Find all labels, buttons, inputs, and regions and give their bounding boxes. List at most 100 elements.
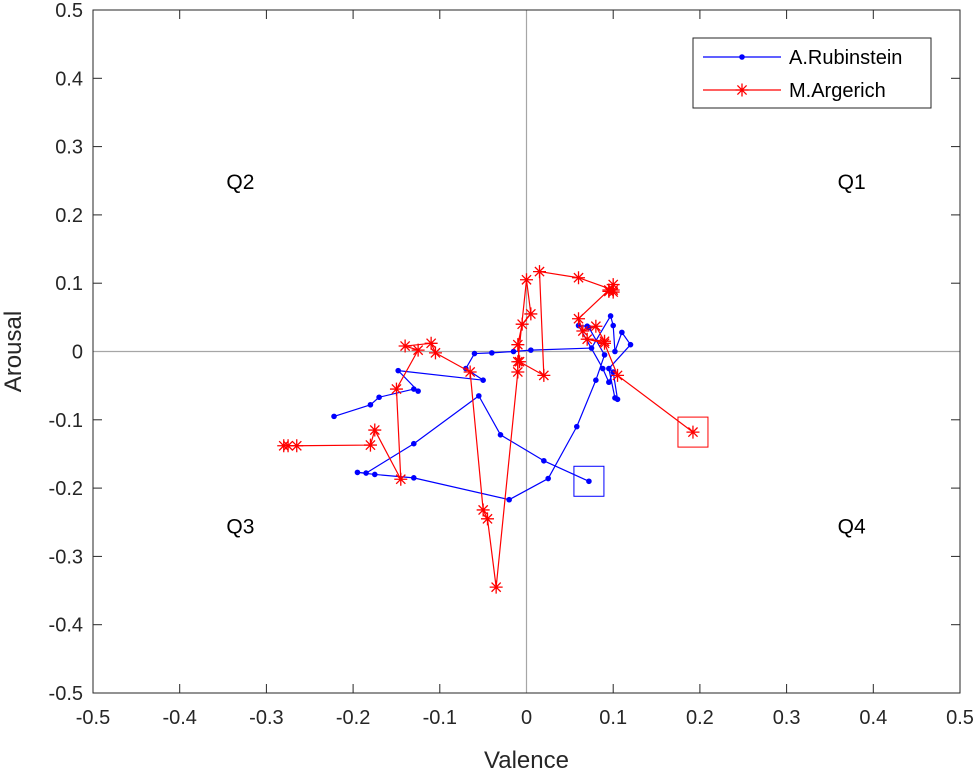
data-point bbox=[511, 338, 525, 352]
data-point bbox=[614, 396, 621, 403]
data-point bbox=[619, 329, 625, 336]
data-point bbox=[611, 368, 625, 382]
data-point bbox=[686, 425, 700, 439]
data-point bbox=[368, 423, 382, 437]
legend: A.Rubinstein M.Argerich bbox=[692, 37, 932, 109]
data-point bbox=[428, 346, 442, 360]
data-point bbox=[545, 475, 551, 482]
data-point bbox=[489, 580, 503, 594]
data-point bbox=[520, 273, 533, 287]
data-point bbox=[598, 336, 612, 350]
data-point bbox=[533, 265, 547, 279]
data-point bbox=[290, 439, 304, 453]
end-point-marker bbox=[573, 465, 605, 497]
x-tick-label: 0.1 bbox=[599, 707, 627, 729]
x-tick-label: 0 bbox=[521, 707, 532, 729]
data-point bbox=[415, 388, 421, 394]
data-point bbox=[497, 432, 504, 438]
data-point bbox=[398, 339, 412, 353]
plot-frame bbox=[92, 9, 961, 694]
series-line bbox=[283, 270, 694, 588]
x-tick-label: -0.5 bbox=[76, 707, 110, 729]
data-point bbox=[471, 350, 478, 357]
data-point bbox=[515, 317, 529, 331]
data-point bbox=[572, 271, 586, 285]
x-tick-label: -0.1 bbox=[423, 707, 457, 729]
data-point bbox=[586, 478, 592, 485]
end-point-marker bbox=[677, 416, 709, 448]
data-point bbox=[511, 365, 525, 379]
legend-box bbox=[692, 37, 932, 109]
tick-layer: -0.5 -0.4 -0.3 -0.2 -0.1 0 0.1 0.2 0.3 0.4 0.5 -0.5… bbox=[49, 0, 974, 729]
legend-marker bbox=[735, 83, 749, 97]
y-tick-label: 0.2 bbox=[55, 205, 83, 227]
x-tick-label: 0.4 bbox=[859, 707, 887, 729]
legend-marker bbox=[739, 54, 745, 60]
data-point bbox=[376, 394, 382, 401]
data-point bbox=[463, 365, 477, 379]
y-tick-label: 0.5 bbox=[55, 0, 83, 22]
x-tick-label: 0.2 bbox=[686, 707, 714, 729]
data-point bbox=[606, 278, 620, 292]
zero-lines bbox=[93, 10, 960, 693]
quadrant-label: Q2 bbox=[226, 171, 254, 194]
data-point bbox=[506, 496, 512, 503]
data-point bbox=[602, 283, 616, 297]
y-axis-label: Arousal bbox=[0, 311, 27, 392]
data-point bbox=[476, 393, 482, 399]
data-point bbox=[589, 319, 603, 333]
legend-label: M.Argerich bbox=[789, 80, 886, 102]
data-point bbox=[541, 457, 547, 464]
data-point bbox=[424, 336, 438, 350]
data-point bbox=[389, 382, 403, 396]
data-point bbox=[395, 367, 401, 374]
data-point bbox=[576, 324, 590, 338]
quadrant-label: Q3 bbox=[226, 516, 254, 539]
legend-label: A.Rubinstein bbox=[789, 47, 902, 69]
y-tick-label: 0.3 bbox=[55, 137, 83, 159]
y-tick-label: 0 bbox=[72, 342, 83, 364]
x-tick-label: -0.4 bbox=[162, 707, 196, 729]
data-point bbox=[610, 369, 617, 375]
y-tick-label: -0.4 bbox=[49, 615, 83, 637]
data-point bbox=[627, 341, 634, 348]
data-point bbox=[606, 365, 612, 372]
data-point bbox=[363, 470, 369, 476]
data-point bbox=[394, 472, 408, 486]
data-point bbox=[367, 401, 374, 408]
series-layer bbox=[277, 265, 709, 594]
x-tick-label: 0.5 bbox=[946, 707, 974, 729]
data-point bbox=[573, 423, 580, 430]
y-tick-label: -0.2 bbox=[49, 478, 83, 500]
quadrant-label: Q4 bbox=[838, 516, 866, 539]
data-point bbox=[480, 512, 494, 526]
quadrant-label-layer: Q2 Q1 Q3 Q4 bbox=[226, 171, 866, 539]
data-point bbox=[528, 347, 534, 353]
data-point bbox=[588, 345, 595, 351]
data-point bbox=[480, 377, 486, 383]
data-point bbox=[410, 475, 417, 481]
data-point bbox=[612, 348, 618, 355]
y-tick-label: -0.5 bbox=[49, 683, 83, 705]
data-point bbox=[363, 438, 377, 452]
data-point bbox=[601, 352, 608, 358]
data-point bbox=[354, 469, 361, 476]
data-point bbox=[513, 355, 527, 369]
y-tick-label: -0.3 bbox=[49, 546, 83, 568]
x-tick-label: 0.3 bbox=[773, 707, 801, 729]
data-point bbox=[572, 312, 586, 326]
data-point bbox=[489, 350, 495, 356]
data-point bbox=[606, 379, 612, 386]
quadrant-label: Q1 bbox=[838, 171, 866, 194]
data-point bbox=[580, 332, 594, 346]
data-point bbox=[524, 307, 538, 321]
y-tick-label: -0.1 bbox=[49, 410, 83, 432]
data-point bbox=[537, 368, 551, 382]
data-point bbox=[607, 313, 614, 319]
data-point bbox=[371, 471, 378, 478]
x-axis-label: Valence bbox=[484, 747, 569, 771]
data-point bbox=[599, 365, 606, 372]
data-point bbox=[476, 503, 490, 517]
x-tick-label: -0.3 bbox=[249, 707, 283, 729]
